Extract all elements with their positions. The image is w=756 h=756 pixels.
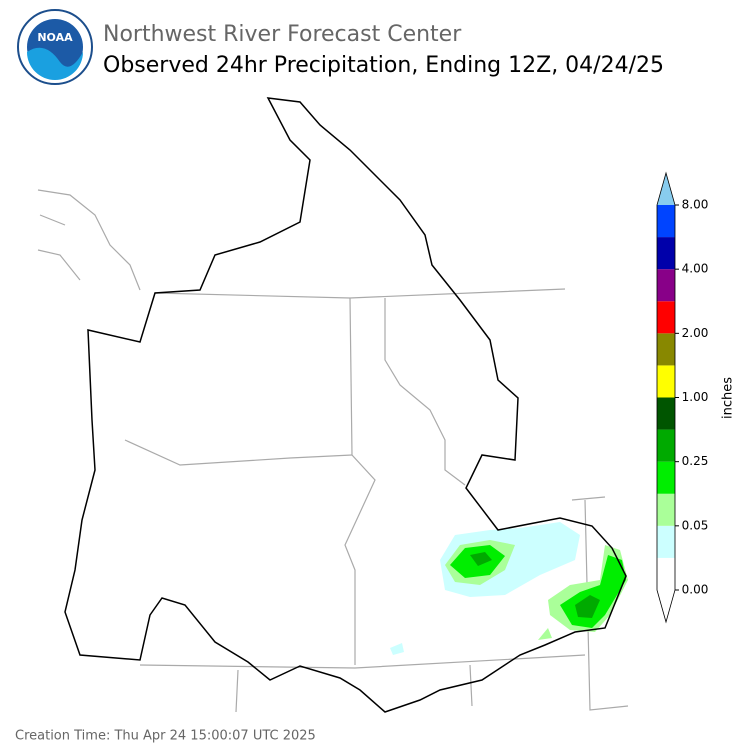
colorbar-tick-label: 0.05 — [682, 518, 709, 532]
colorbar-segment — [657, 429, 675, 462]
colorbar-tick-label: 8.00 — [682, 198, 709, 212]
logo-text: NOAA — [37, 31, 73, 44]
colorbar-segment — [657, 525, 675, 558]
creation-time: Creation Time: Thu Apr 24 15:00:07 UTC 2… — [15, 729, 316, 744]
basin-outline — [64, 97, 627, 713]
precip-areas — [390, 522, 628, 655]
colorbar-tick-label: 2.00 — [682, 326, 709, 340]
colorbar-tick-label: 0.25 — [682, 454, 709, 468]
colorbar-segment — [657, 237, 675, 270]
colorbar: 0.00 0.05 0.25 1.00 2.00 4.00 8.00 — [656, 171, 709, 624]
state-lines — [37, 189, 629, 713]
legend-label: inches — [721, 377, 736, 419]
map — [37, 97, 629, 713]
colorbar-segment — [657, 493, 675, 526]
colorbar-segment — [657, 557, 675, 590]
colorbar-segment — [657, 333, 675, 366]
map-title: Observed 24hr Precipitation, Ending 12Z,… — [103, 53, 664, 78]
colorbar-under — [657, 590, 675, 622]
colorbar-over — [657, 173, 675, 205]
colorbar-segment — [657, 461, 675, 494]
colorbar-segment — [657, 365, 675, 398]
colorbar-segment — [657, 397, 675, 430]
colorbar-tick-label: 1.00 — [682, 390, 709, 404]
colorbar-tick-label: 0.00 — [682, 583, 709, 597]
colorbar-segment — [657, 269, 675, 302]
colorbar-segment — [657, 205, 675, 238]
agency-title: Northwest River Forecast Center — [103, 22, 462, 47]
colorbar-tick-label: 4.00 — [682, 262, 709, 276]
colorbar-segment — [657, 301, 675, 334]
noaa-logo: NOAA — [17, 9, 93, 85]
